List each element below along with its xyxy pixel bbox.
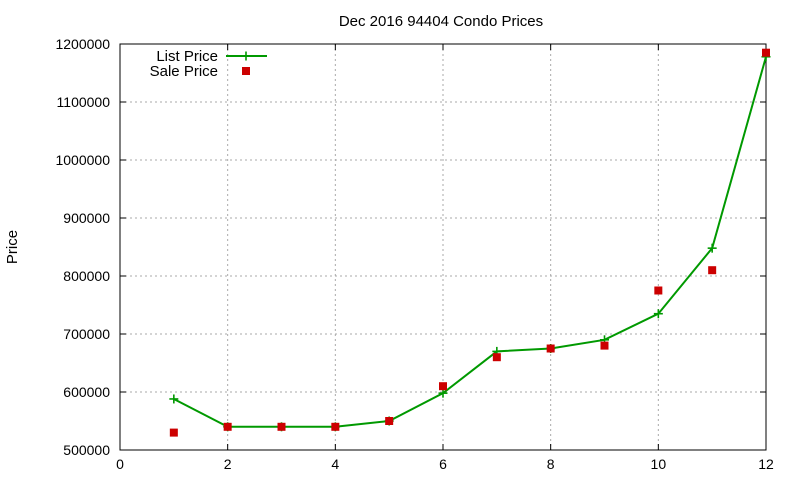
sale-price-point [762,48,770,57]
x-tick-label: 10 [651,456,667,472]
y-tick-label: 500000 [63,442,110,458]
axis-ticks: 0 2 4 6 8 10 12 500000 600000 700000 800000 900000 1… [55,36,774,472]
series-sale-price [169,48,770,437]
sale-price-point [331,422,340,431]
x-tick-label: 12 [758,456,774,472]
x-tick-label: 4 [331,456,339,472]
sale-price-point [439,382,447,391]
y-tick-label: 1000000 [55,152,110,168]
legend-square-marker [242,67,250,75]
sale-price-point [654,286,663,295]
sale-price-point [277,422,286,431]
sale-price-point [546,344,555,353]
series-list-price [169,52,771,432]
y-tick-label: 600000 [63,384,110,400]
y-tick-label: 900000 [63,210,110,226]
legend-label: Sale Price [150,63,218,80]
legend-label: List Price [156,48,218,65]
sale-price-point [492,353,501,362]
x-tick-label: 0 [116,456,124,472]
chart-title: Dec 2016 94404 Condo Prices [339,13,543,30]
list-price-point [169,394,179,404]
legend-plus-marker [241,51,251,61]
sale-price-point [169,428,178,437]
sale-price-point [600,341,609,350]
y-tick-label: 800000 [63,268,110,284]
sale-price-point [708,266,717,275]
series [169,48,771,437]
list-price-point [707,243,717,253]
x-tick-label: 2 [224,456,232,472]
list-price-line [173,56,767,428]
y-tick-label: 700000 [63,326,110,342]
list-price-point [653,309,663,319]
sale-price-point [385,417,394,425]
y-tick-label: 1100000 [57,94,111,110]
y-tick-label: 1200000 [55,36,110,52]
x-tick-label: 8 [547,456,555,472]
y-axis-label: Price [4,230,21,264]
x-tick-label: 6 [439,456,447,472]
sale-price-point [223,422,232,431]
